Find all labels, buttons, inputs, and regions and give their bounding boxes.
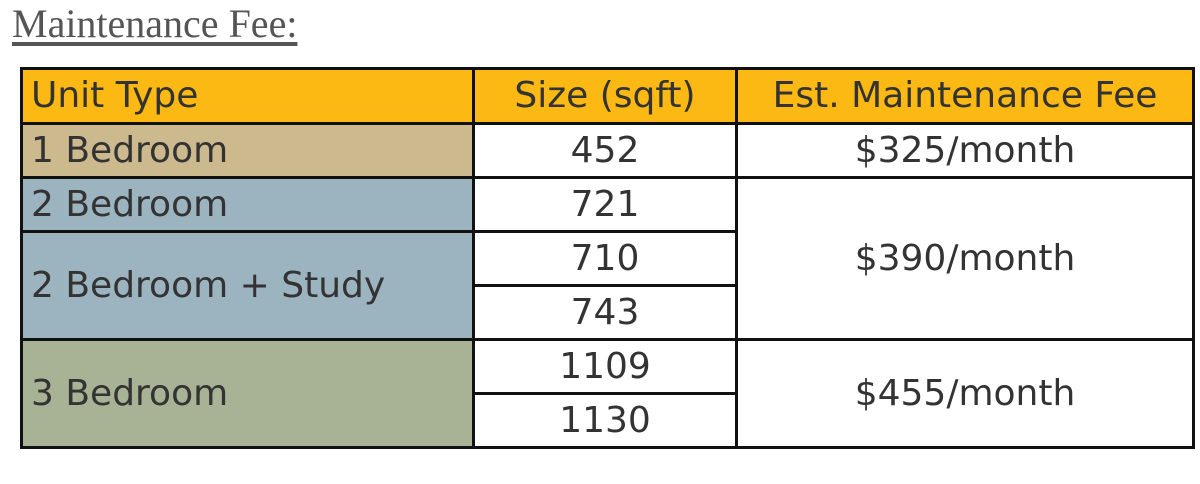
unit-type-cell: 1 Bedroom [20, 122, 475, 179]
header-cell: Size (sqft) [472, 67, 738, 125]
unit-type-cell: 3 Bedroom [20, 338, 475, 449]
table-row: 1 Bedroom 452 $325/month [20, 122, 1195, 179]
table-row: 1130 [22, 392, 1194, 449]
size-cell: 743 [472, 284, 738, 341]
title: Maintenance Fee: [12, 1, 298, 46]
size-cell: 710 [472, 230, 738, 287]
fee-cell: $325/month [735, 122, 1195, 179]
header-row: Unit Type Size (sqft) Est. Maintenance Fee [20, 67, 1195, 125]
table-body: 1 Bedroom 452 $325/month 2 Bedroom 721 $390/m… [20, 122, 1195, 449]
unit-type-cell: 2 Bedroom [20, 176, 475, 233]
size-cell: 1109 [472, 338, 738, 395]
table-row: 3 Bedroom 1109 $455/month [20, 338, 1195, 449]
table-row: 2 Bedroom 721 $390/month [20, 176, 1195, 341]
header-cell: Est. Maintenance Fee [735, 67, 1195, 125]
fee-cell: $455/month [735, 338, 1195, 449]
header-cell: Unit Type [20, 67, 475, 125]
fee-cell: $390/month [735, 176, 1195, 341]
fee-table: Unit Type Size (sqft) Est. Maintenance Fee… [20, 67, 1195, 449]
size-cell: 721 [472, 176, 738, 233]
size-cell: 1130 [472, 392, 738, 449]
unit-type-cell: 2 Bedroom + Study [20, 230, 475, 341]
size-cell: 452 [472, 122, 738, 179]
table-row: 2 Bedroom + Study 710 [20, 230, 1194, 341]
table-row: 743 [22, 284, 1194, 341]
